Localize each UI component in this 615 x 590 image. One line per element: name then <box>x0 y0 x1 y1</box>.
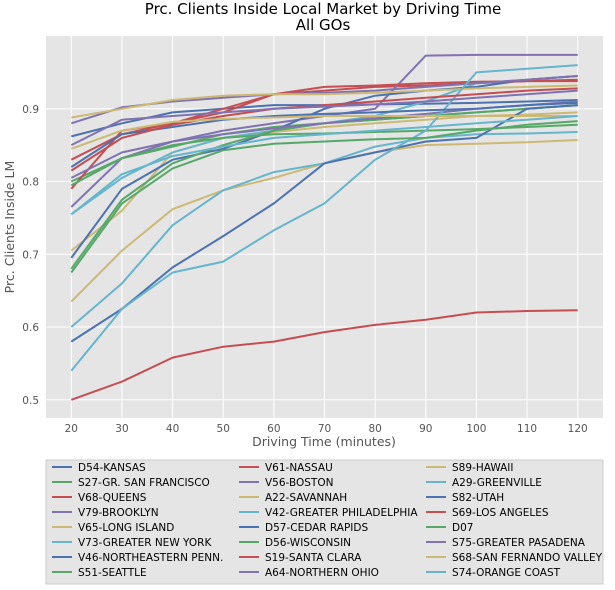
legend-label-s75-greater-pasadena: S75-GREATER PASADENA <box>452 537 586 549</box>
y-tick-label: 0.5 <box>22 395 39 407</box>
legend-label-v73-greater-new-york: V73-GREATER NEW YORK <box>78 537 212 549</box>
axis-ticks: 20 30 40 50 60 70 80 90 100 110 120 0.5 0.6 0.7 0.8 0.9 <box>22 104 587 435</box>
x-tick-label: 50 <box>217 423 230 435</box>
legend-label-v61-nassau: V61-NASSAU <box>265 462 333 474</box>
y-tick-label: 0.9 <box>22 104 39 116</box>
legend-label-a22-savannah: A22-SAVANNAH <box>265 492 347 504</box>
legend-label-s82-utah: S82-UTAH <box>452 492 504 504</box>
legend-label-d57-cedar-rapids: D57-CEDAR RAPIDS <box>265 522 368 534</box>
chart-title: Prc. Clients Inside Local Market by Driv… <box>145 0 501 18</box>
legend-label-d07: D07 <box>452 522 473 534</box>
series-lines <box>70 53 578 401</box>
x-tick-label: 30 <box>115 423 128 435</box>
series-line-d07 <box>70 120 578 274</box>
legend: D54-KANSAS S27-GR. SAN FRANCISCO V68-QUEEN… <box>52 462 603 579</box>
legend-label-s69-los-angeles: S69-LOS ANGELES <box>452 507 549 519</box>
legend-label-a29-greenville: A29-GREENVILLE <box>452 477 542 489</box>
y-tick-label: 0.7 <box>22 249 39 261</box>
series-line-s75-greater-pasadena <box>70 89 578 146</box>
series-line-s68-san-fernando-valley <box>70 115 578 150</box>
legend-label-v56-boston: V56-BOSTON <box>265 477 333 489</box>
x-tick-label: 70 <box>318 423 331 435</box>
x-tick-label: 20 <box>65 423 78 435</box>
series-line-a29-greenville <box>70 64 578 372</box>
y-axis-label: Prc. Clients Inside LM <box>2 161 17 294</box>
legend-box <box>45 459 604 585</box>
y-tick-label: 0.6 <box>22 322 39 334</box>
x-tick-label: 80 <box>368 423 381 435</box>
legend-label-s68-san-fernando-valley: S68-SAN FERNANDO VALLEY <box>452 552 603 564</box>
legend-label-v68-queens: V68-QUEENS <box>78 492 147 504</box>
series-line-v46-northeastern-penn- <box>70 75 578 259</box>
legend-label-s51-seattle: S51-SEATTLE <box>78 567 147 579</box>
y-tick-label: 0.8 <box>22 177 39 189</box>
legend-label-a64-northern-ohio: A64-NORTHERN OHIO <box>265 567 379 579</box>
chart-subtitle: All GOs <box>296 16 351 34</box>
x-tick-label: 120 <box>568 423 588 435</box>
series-line-s19-santa-clara <box>70 309 578 401</box>
legend-label-d54-kansas: D54-KANSAS <box>78 462 146 474</box>
legend-label-s74-orange-coast: S74-ORANGE COAST <box>452 567 561 579</box>
legend-label-v42-greater-philadelphia: V42-GREATER PHILADELPHIA <box>265 507 418 519</box>
legend-label-s89-hawaii: S89-HAWAII <box>452 462 514 474</box>
legend-label-v79-brooklyn: V79-BROOKLYN <box>78 507 159 519</box>
x-tick-label: 110 <box>517 423 537 435</box>
legend-label-d56-wisconsin: D56-WISCONSIN <box>265 537 351 549</box>
x-tick-label: 90 <box>419 423 432 435</box>
x-axis-label: Driving Time (minutes) <box>252 434 396 449</box>
series-line-s69-los-angeles <box>70 87 578 172</box>
grid-lines <box>46 36 603 418</box>
legend-label-v65-long-island: V65-LONG ISLAND <box>78 522 174 534</box>
legend-label-s19-santa-clara: S19-SANTA CLARA <box>265 552 362 564</box>
x-tick-label: 60 <box>267 423 280 435</box>
series-line-s89-hawaii <box>71 84 578 119</box>
series-line-s74-orange-coast <box>70 115 578 216</box>
x-tick-label: 100 <box>466 423 486 435</box>
legend-label-v46-northeastern-penn-: V46-NORTHEASTERN PENN. <box>78 552 223 564</box>
x-tick-label: 40 <box>166 423 179 435</box>
legend-label-s27-gr-san-francisco: S27-GR. SAN FRANCISCO <box>78 477 210 489</box>
